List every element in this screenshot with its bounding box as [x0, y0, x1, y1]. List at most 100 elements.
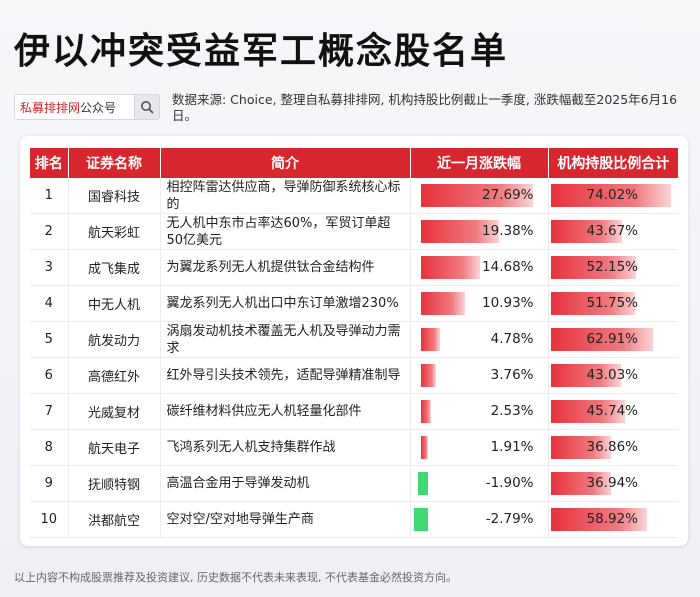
change-cell: 3.76% — [410, 357, 549, 394]
holding-bar — [550, 364, 621, 387]
holding-label: 62.91% — [586, 331, 638, 347]
change-label: 19.38% — [482, 223, 534, 239]
change-bar — [420, 436, 429, 459]
stock-desc-cell: 相控阵雷达供应商，导弹防御系统核心标的 — [160, 178, 411, 214]
change-bar — [420, 292, 465, 315]
table-row: 10 洪都航空 空对空/空对地导弹生产商 -2.79% 58.92% — [30, 501, 678, 538]
rank-cell: 8 — [30, 429, 69, 466]
change-label: 1.91% — [490, 439, 534, 455]
change-cell: 4.78% — [410, 321, 549, 358]
table-row: 7 光威复材 碳纤维材料供应无人机轻量化部件 2.53% 45.74% — [30, 393, 678, 430]
change-bar — [420, 328, 440, 351]
holding-cell: 52.15% — [548, 249, 678, 286]
table-row: 3 成飞集成 为翼龙系列无人机提供钛合金结构件 14.68% 52.15% — [30, 249, 678, 286]
search-icon — [141, 101, 154, 114]
holding-cell: 36.86% — [548, 429, 678, 466]
holding-label: 74.02% — [586, 187, 638, 203]
change-bar — [420, 400, 431, 423]
holding-label: 52.15% — [586, 259, 638, 275]
stock-name-cell: 航发动力 — [68, 321, 161, 358]
holding-cell: 43.03% — [548, 357, 678, 394]
search-text: 私募排排网公众号 — [15, 99, 116, 116]
stock-name-cell: 国睿科技 — [68, 178, 161, 214]
holding-bar — [550, 328, 654, 351]
holding-label: 36.86% — [586, 439, 638, 455]
change-label: -2.79% — [485, 511, 534, 527]
holding-cell: 36.94% — [548, 465, 678, 502]
change-label: 27.69% — [482, 187, 534, 203]
change-label: -1.90% — [485, 475, 534, 491]
holding-cell: 51.75% — [548, 285, 678, 322]
header-holding: 机构持股比例合计 — [548, 148, 678, 178]
header-desc: 简介 — [160, 148, 411, 178]
change-cell: 27.69% — [410, 178, 549, 214]
change-label: 4.78% — [490, 331, 534, 347]
holding-cell: 58.92% — [548, 501, 678, 538]
change-cell: 2.53% — [410, 393, 549, 430]
table-row: 5 航发动力 涡扇发动机技术覆盖无人机及导弹动力需求 4.78% 62.91% — [30, 321, 678, 358]
holding-label: 58.92% — [586, 511, 638, 527]
stock-desc-cell: 碳纤维材料供应无人机轻量化部件 — [160, 393, 411, 430]
stock-desc-cell: 红外导引头技术领先，适配导弹精准制导 — [160, 357, 411, 394]
rank-cell: 6 — [30, 357, 69, 394]
source-note: 数据来源: Choice, 整理自私募排排网, 机构持股比例截止一季度, 涨跌幅… — [172, 92, 678, 123]
stock-name-cell: 航天彩虹 — [68, 213, 161, 250]
stock-desc-cell: 空对空/空对地导弹生产商 — [160, 501, 411, 538]
holding-label: 45.74% — [586, 403, 638, 419]
holding-label: 43.03% — [586, 367, 638, 383]
table-card: 排名 证券名称 简介 近一月涨跌幅 机构持股比例合计 1 国睿科技 相控阵雷达供应商… — [20, 136, 688, 546]
stock-desc-cell: 无人机中东市占率达60%，军贸订单超50亿美元 — [160, 213, 411, 250]
holding-bar — [550, 220, 622, 243]
header-change: 近一月涨跌幅 — [410, 148, 549, 178]
rank-cell: 4 — [30, 285, 69, 322]
holding-label: 36.94% — [586, 475, 638, 491]
rank-cell: 5 — [30, 321, 69, 358]
search-box[interactable]: 私募排排网公众号 — [14, 94, 160, 120]
rank-cell: 2 — [30, 213, 69, 250]
rank-cell: 7 — [30, 393, 69, 430]
stock-table: 排名 证券名称 简介 近一月涨跌幅 机构持股比例合计 1 国睿科技 相控阵雷达供应商… — [30, 148, 678, 538]
change-cell: 10.93% — [410, 285, 549, 322]
header-rank: 排名 — [30, 148, 69, 178]
change-label: 3.76% — [490, 367, 534, 383]
change-bar — [418, 472, 429, 495]
table-row: 6 高德红外 红外导引头技术领先，适配导弹精准制导 3.76% 43.03% — [30, 357, 678, 394]
holding-cell: 45.74% — [548, 393, 678, 430]
change-cell: -2.79% — [410, 501, 549, 538]
table-row: 2 航天彩虹 无人机中东市占率达60%，军贸订单超50亿美元 19.38% 43.67% — [30, 213, 678, 250]
holding-label: 51.75% — [586, 295, 638, 311]
holding-bar — [550, 184, 672, 207]
table-row: 4 中无人机 翼龙系列无人机出口中东订单激增230% 10.93% 51.75% — [30, 285, 678, 322]
search-suffix: 公众号 — [80, 100, 117, 115]
stock-desc-cell: 为翼龙系列无人机提供钛合金结构件 — [160, 249, 411, 286]
change-bar — [420, 220, 500, 243]
change-bar — [420, 364, 436, 387]
stock-name-cell: 成飞集成 — [68, 249, 161, 286]
stock-desc-cell: 高温合金用于导弹发动机 — [160, 465, 411, 502]
stock-desc-cell: 翼龙系列无人机出口中东订单激增230% — [160, 285, 411, 322]
stock-name-cell: 高德红外 — [68, 357, 161, 394]
stock-name-cell: 抚顺特钢 — [68, 465, 161, 502]
disclaimer: 以上内容不构成股票推荐及投资建议, 历史数据不代表未来表现, 不代表基金必然投资… — [14, 571, 457, 584]
holding-cell: 43.67% — [548, 213, 678, 250]
stock-name-cell: 洪都航空 — [68, 501, 161, 538]
rank-cell: 3 — [30, 249, 69, 286]
table-body: 1 国睿科技 相控阵雷达供应商，导弹防御系统核心标的 27.69% 74.02% 2 航天彩… — [30, 178, 678, 538]
change-label: 10.93% — [482, 295, 534, 311]
holding-bar — [550, 400, 626, 423]
stock-name-cell: 航天电子 — [68, 429, 161, 466]
holding-cell: 74.02% — [548, 178, 678, 214]
table-row: 1 国睿科技 相控阵雷达供应商，导弹防御系统核心标的 27.69% 74.02% — [30, 178, 678, 214]
change-bar — [413, 508, 429, 531]
change-cell: 1.91% — [410, 429, 549, 466]
stock-desc-cell: 涡扇发动机技术覆盖无人机及导弹动力需求 — [160, 321, 411, 358]
holding-bar — [550, 436, 611, 459]
holding-bar — [550, 508, 647, 531]
holding-label: 43.67% — [586, 223, 638, 239]
stock-desc-cell: 飞鸿系列无人机支持集群作战 — [160, 429, 411, 466]
change-bar — [420, 256, 481, 279]
search-button[interactable] — [134, 95, 159, 119]
holding-cell: 62.91% — [548, 321, 678, 358]
holding-bar — [550, 256, 636, 279]
change-cell: -1.90% — [410, 465, 549, 502]
